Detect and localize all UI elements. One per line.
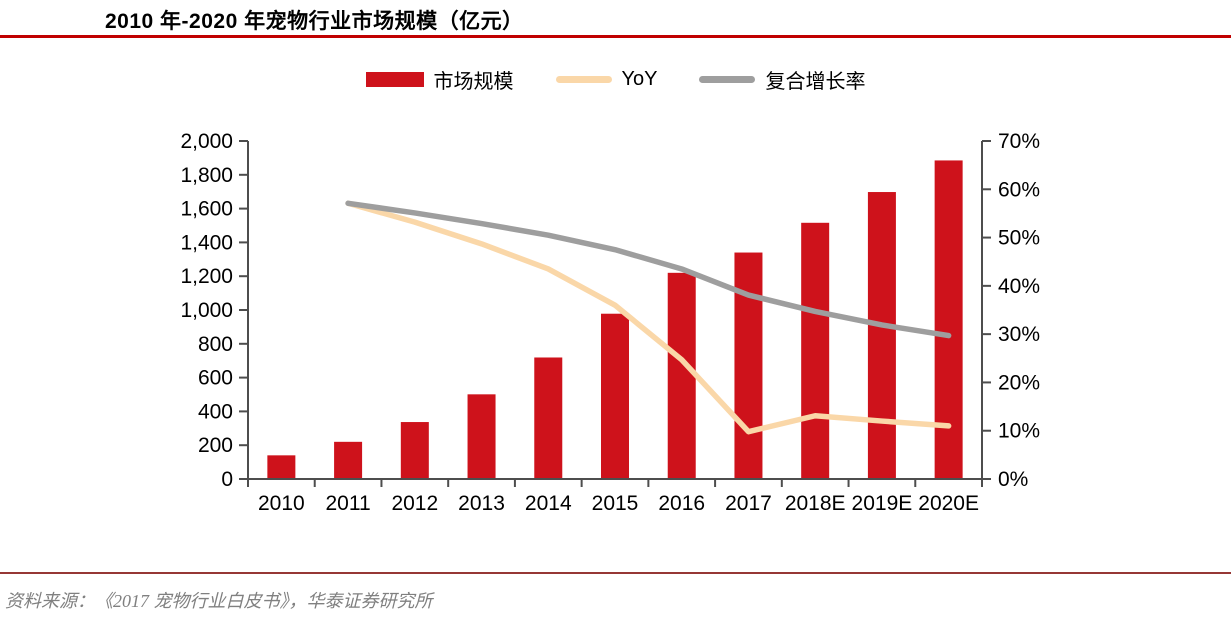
bar-2010	[267, 455, 296, 479]
bar-2020E	[934, 160, 963, 479]
x-axis-label: 2011	[326, 492, 371, 515]
legend-label-yoy: YoY	[621, 67, 658, 90]
right-axis-tick-label: 20%	[998, 371, 1040, 394]
right-axis-tick-label: 10%	[998, 420, 1040, 443]
left-axis-tick-label: 1,800	[180, 164, 233, 187]
right-axis-tick-label: 60%	[998, 178, 1040, 201]
left-axis-tick-label: 800	[198, 333, 233, 356]
left-axis-tick-label: 1,400	[180, 231, 233, 254]
left-axis-tick-label: 1,600	[180, 198, 233, 221]
bar-2017	[734, 252, 763, 479]
bar-2015	[601, 313, 629, 479]
right-axis-tick-label: 70%	[998, 130, 1040, 153]
x-axis-label: 2019E	[852, 492, 913, 515]
bar-2018E	[801, 222, 830, 479]
left-axis-tick-label: 400	[198, 400, 233, 423]
title-divider	[0, 35, 1231, 38]
x-axis-label: 2015	[592, 492, 639, 515]
x-axis-label: 2014	[525, 492, 572, 515]
cagr-line	[345, 200, 952, 339]
chart-legend: 市场规模 YoY 复合增长率	[0, 64, 1231, 94]
bar-2013	[467, 394, 496, 479]
left-axis-tick-label: 1,200	[180, 265, 233, 288]
source-note: 资料来源：《2017 宠物行业白皮书》，华泰证券研究所	[5, 591, 433, 611]
left-axis-tick-label: 0	[221, 468, 233, 491]
yoy-swatch-icon	[555, 75, 612, 83]
cagr-swatch-icon	[699, 75, 756, 83]
x-axis-label: 2013	[458, 492, 505, 515]
right-axis-tick-label: 0%	[998, 468, 1028, 491]
x-axis-label: 2012	[391, 492, 438, 515]
right-axis-tick-label: 30%	[998, 323, 1040, 346]
x-axis-label: 2016	[658, 492, 705, 515]
market-size-swatch-icon	[365, 71, 424, 87]
left-axis-tick-label: 2,000	[180, 130, 233, 153]
bar-2014	[534, 357, 563, 479]
x-axis-label: 2020E	[918, 492, 979, 515]
legend-item-yoy: YoY	[555, 67, 658, 91]
right-axis-tick-label: 40%	[998, 275, 1040, 298]
legend-item-market-size: 市场规模	[365, 65, 514, 94]
legend-label-market-size: 市场规模	[433, 70, 514, 93]
x-axis-label: 2017	[725, 492, 772, 515]
bar-2012	[400, 422, 429, 479]
bar-2011	[334, 441, 363, 479]
yoy-line	[345, 200, 952, 435]
left-axis-tick-label: 600	[198, 367, 233, 390]
right-axis-tick-label: 50%	[998, 227, 1040, 250]
x-axis-label: 2018E	[785, 492, 846, 515]
legend-item-cagr: 复合增长率	[699, 65, 865, 94]
left-axis-tick-label: 200	[198, 434, 233, 457]
footer-divider	[0, 572, 1231, 574]
bar-2019E	[867, 192, 896, 479]
chart-title: 2010 年-2020 年宠物行业市场规模（亿元）	[105, 10, 524, 33]
bar-2016	[667, 272, 696, 479]
left-axis-tick-label: 1,000	[180, 299, 233, 322]
x-axis-label: 2010	[258, 492, 305, 515]
legend-label-cagr: 复合增长率	[765, 70, 866, 93]
